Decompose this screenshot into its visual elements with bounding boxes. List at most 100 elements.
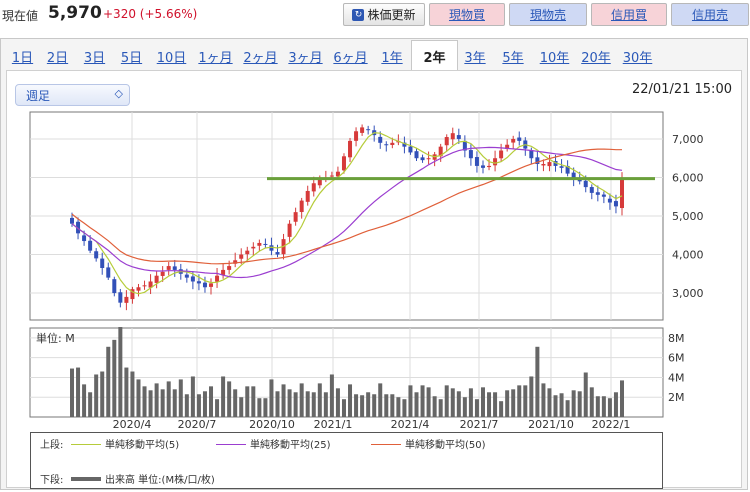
tab-4[interactable]: 5日 <box>120 50 143 66</box>
current-price-label: 現在値 <box>2 9 39 23</box>
tab-11[interactable]: 2年 <box>411 40 458 72</box>
refresh-price-button[interactable]: ↻ 株価更新 <box>343 3 425 26</box>
volume-bar <box>166 381 171 417</box>
tab-3[interactable]: 3日 <box>83 50 106 66</box>
volume-bar <box>281 384 286 417</box>
candle-body <box>136 287 141 291</box>
volume-bar <box>251 386 256 417</box>
volume-bar <box>118 327 123 417</box>
candle-body <box>130 289 135 300</box>
quote-header: 現在値 5,970 +320 (+5.66%) ↻ 株価更新 現物買 現物売 信用… <box>0 0 750 32</box>
volume-unit-label: 単位: M <box>36 331 75 345</box>
candle-body <box>462 140 467 151</box>
volume-bar <box>613 392 618 417</box>
volume-bar <box>468 388 473 417</box>
volume-bar <box>402 399 407 417</box>
volume-bar <box>601 396 606 417</box>
tab-12[interactable]: 3年 <box>464 50 486 66</box>
volume-y-tick-label: 6M <box>668 352 685 365</box>
x-tick-label: 2021/4 <box>391 418 430 431</box>
candle-body <box>82 235 87 242</box>
candle-body <box>245 250 250 255</box>
volume-bar <box>354 394 359 417</box>
tab-16[interactable]: 30年 <box>622 50 653 66</box>
volume-bar <box>106 346 111 417</box>
tab-6[interactable]: 1ヶ月 <box>198 50 233 66</box>
legend-volume-swatch <box>71 477 101 481</box>
tab-15[interactable]: 20年 <box>581 50 611 66</box>
volume-bar <box>335 388 340 417</box>
volume-bar <box>620 380 624 417</box>
ma50-line <box>71 148 622 265</box>
volume-bar <box>547 388 552 417</box>
volume-bar <box>372 394 377 417</box>
candle-body <box>196 281 201 284</box>
tab-14[interactable]: 10年 <box>539 50 570 66</box>
candle-body <box>414 151 419 159</box>
period-select[interactable]: 週足 ◇ <box>15 84 130 106</box>
volume-bar <box>462 397 467 417</box>
candle-body <box>263 243 268 245</box>
candle-body <box>450 133 455 140</box>
volume-bar <box>432 396 437 417</box>
candle-body <box>172 266 177 270</box>
volume-bar <box>209 386 214 417</box>
volume-y-tick-label: 8M <box>668 332 685 345</box>
candle-body <box>378 136 383 143</box>
volume-bar <box>70 368 74 417</box>
price-y-tick-label: 6,000 <box>672 171 704 184</box>
candle-body <box>390 142 395 145</box>
candle-body <box>142 285 147 287</box>
candle-body <box>100 258 105 268</box>
legend-upper-label: 上段: <box>40 440 64 451</box>
margin-buy-button[interactable]: 信用買 <box>591 3 667 26</box>
x-tick-label: 2020/10 <box>249 418 295 431</box>
volume-bar <box>341 399 346 417</box>
candle-body <box>221 269 226 275</box>
volume-bar <box>184 394 189 417</box>
tab-8[interactable]: 3ヶ月 <box>288 50 323 66</box>
tab-13[interactable]: 5年 <box>502 50 524 66</box>
margin-sell-button[interactable]: 信用売 <box>671 3 749 26</box>
tab-2[interactable]: 2日 <box>46 50 69 66</box>
candle-body <box>583 180 588 188</box>
volume-bar <box>227 381 232 417</box>
volume-bar <box>287 389 292 417</box>
candle-body <box>408 146 413 153</box>
volume-bar <box>154 383 159 417</box>
chevron-updown-icon: ◇ <box>114 87 123 100</box>
price-change: +320 (+5.66%) <box>103 7 198 21</box>
candle-body <box>589 187 594 193</box>
volume-bar <box>408 385 413 417</box>
volume-bar <box>493 392 498 417</box>
candle-body <box>517 137 522 141</box>
candle-body <box>505 144 510 150</box>
tab-7[interactable]: 2ヶ月 <box>243 50 278 66</box>
volume-bar <box>438 399 443 417</box>
volume-bar <box>196 394 201 417</box>
candle-body <box>541 164 546 166</box>
price-y-tick-label: 5,000 <box>672 210 704 223</box>
cash-sell-button[interactable]: 現物売 <box>509 3 587 26</box>
candle-body <box>76 221 81 234</box>
volume-bar <box>221 376 226 417</box>
tab-5[interactable]: 10日 <box>156 50 187 66</box>
tab-9[interactable]: 6ヶ月 <box>333 50 368 66</box>
tab-10[interactable]: 1年 <box>381 50 403 66</box>
tab-1[interactable]: 1日 <box>11 50 34 66</box>
candle-body <box>227 266 232 270</box>
candle-body <box>329 175 334 177</box>
volume-bar <box>541 383 546 417</box>
candle-body <box>547 162 552 167</box>
volume-bar <box>263 398 268 417</box>
candle-body <box>202 282 207 288</box>
volume-bar <box>76 367 81 417</box>
volume-bar <box>450 388 455 417</box>
candle-body <box>601 194 606 197</box>
cash-buy-button[interactable]: 現物買 <box>429 3 505 26</box>
volume-bar <box>396 397 401 417</box>
candle-body <box>402 142 407 147</box>
candle-body <box>354 131 359 141</box>
candle-body <box>613 201 618 207</box>
volume-y-tick-label: 4M <box>668 371 685 384</box>
